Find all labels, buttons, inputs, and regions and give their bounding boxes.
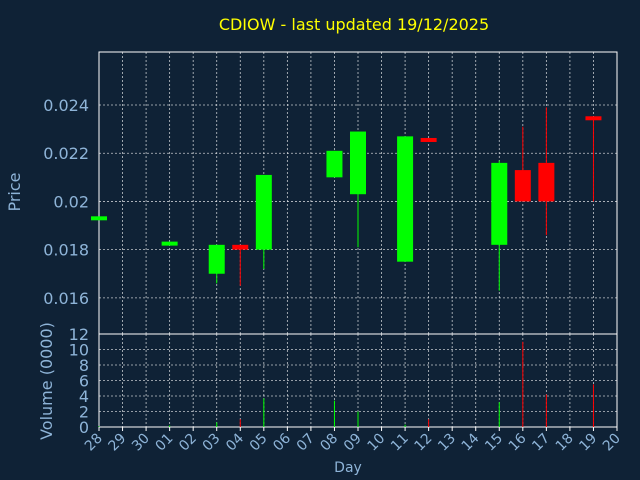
price-axis-label: Price [5, 172, 24, 211]
candle-body [232, 244, 249, 250]
price-tick-label: 0.018 [43, 241, 89, 260]
price-tick-label: 0.016 [43, 289, 89, 308]
volume-axis-label: Volume (0000) [37, 322, 56, 440]
candle-body [514, 170, 531, 202]
volume-tick-label: 12 [69, 325, 89, 344]
price-tick-label: 0.022 [43, 144, 89, 163]
price-tick-label: 0.02 [53, 192, 89, 211]
price-tick-label: 0.024 [43, 96, 89, 115]
volume-tick-label: 4 [79, 387, 89, 406]
candle-body [420, 137, 437, 142]
candle-body [208, 244, 225, 274]
candle-body [397, 136, 414, 262]
candle-body [491, 162, 508, 245]
volume-tick-label: 10 [69, 341, 89, 360]
volume-tick-label: 8 [79, 356, 89, 375]
candle-body [91, 216, 107, 221]
candle-body [255, 174, 272, 250]
candle-body [161, 241, 178, 246]
volume-tick-label: 0 [79, 418, 89, 437]
x-axis-label: Day [334, 460, 362, 476]
candle-body [538, 162, 555, 202]
candle-body [326, 150, 343, 178]
volume-tick-label: 2 [79, 403, 89, 422]
candle-body [350, 131, 366, 195]
candle-body [585, 116, 602, 121]
volume-tick-label: 6 [79, 372, 89, 391]
chart-title: CDIOW - last updated 19/12/2025 [219, 15, 489, 34]
